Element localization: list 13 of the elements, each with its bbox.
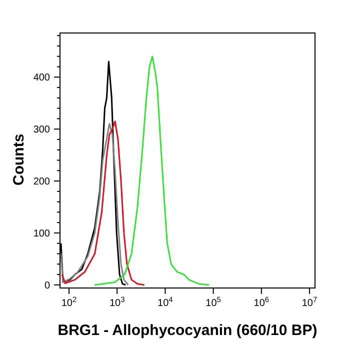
y-tick-label: 200 xyxy=(33,176,50,188)
x-tick-label: 10$^{6}$ xyxy=(254,294,270,309)
y-tick-label: 100 xyxy=(33,228,50,240)
y-axis-title: Counts xyxy=(10,134,28,186)
x-tick-label: 10$^{4}$ xyxy=(158,294,173,309)
y-tick-label: 0 xyxy=(44,280,50,292)
x-tick-label: 10$^{7}$ xyxy=(302,294,318,309)
x-axis-title: BRG1 - Allophycocyanin (660/10 BP) xyxy=(58,322,318,339)
y-tick-label: 400 xyxy=(33,72,50,84)
x-tick-label: 10$^{2}$ xyxy=(61,294,77,309)
y-tick-label: 300 xyxy=(33,124,50,136)
x-tick-label: 10$^{5}$ xyxy=(206,294,221,309)
x-tick-label: 10$^{3}$ xyxy=(109,294,125,309)
